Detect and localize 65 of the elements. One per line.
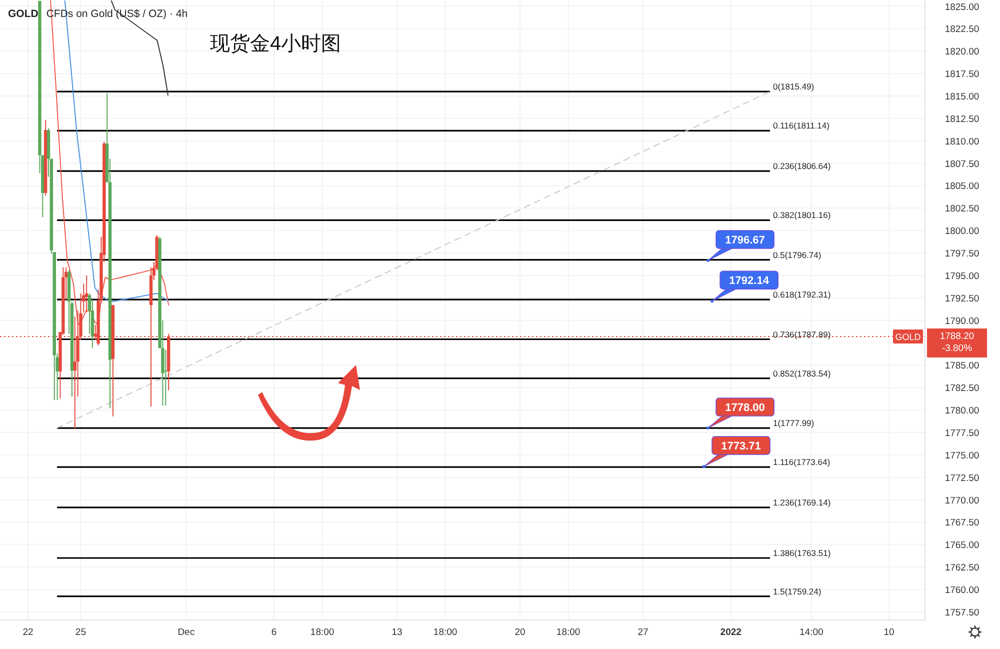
y-tick-label: 1765.00 xyxy=(944,540,980,552)
x-tick-label: 25 xyxy=(75,627,86,638)
y-tick-label: 1767.50 xyxy=(944,518,980,529)
y-tick-label: 1777.50 xyxy=(944,428,980,439)
y-tick-label: 1817.50 xyxy=(944,69,980,80)
y-tick-label: 1822.50 xyxy=(944,24,980,36)
ref-line-label: 0.236(1806.64) xyxy=(773,161,831,172)
x-tick-label: 18:00 xyxy=(556,627,580,638)
y-tick-label: 1782.50 xyxy=(944,383,980,394)
annotation: 1796.67 xyxy=(725,234,765,246)
text: -3.80% xyxy=(942,342,973,354)
y-tick-label: 1802.50 xyxy=(944,204,980,215)
ref-line-label: 1.386(1763.51) xyxy=(773,548,831,558)
x-tick-label: 22 xyxy=(22,627,34,638)
x-tick-label: 10 xyxy=(884,627,894,638)
x-tick-label: 13 xyxy=(392,627,402,638)
line-series xyxy=(110,0,168,96)
x-tick-label: 20 xyxy=(514,627,526,638)
y-tick-label: 1757.50 xyxy=(944,607,980,618)
annotation: 1792.14 xyxy=(729,275,770,288)
x-tick-label: 27 xyxy=(638,627,648,638)
text: GOLD xyxy=(8,8,38,20)
x-tick-label: 2022 xyxy=(720,627,742,638)
y-tick-label: 1825.00 xyxy=(944,2,980,13)
y-tick-label: 1760.00 xyxy=(944,584,980,596)
y-tick-label: 1780.00 xyxy=(944,406,980,417)
y-tick-label: 1772.50 xyxy=(944,472,980,484)
ref-line-label: 0.5(1796.74) xyxy=(773,250,822,260)
ref-line-label: 0.382(1801.16) xyxy=(773,210,831,220)
text: 1788.20 xyxy=(940,330,974,342)
ref-line-label: 0.852(1783.54) xyxy=(773,368,831,378)
annotation: 现货金4小时图 xyxy=(210,33,342,55)
annotation: 1778.00 xyxy=(725,402,765,414)
ref-line-label: 1.236(1769.14) xyxy=(773,497,831,508)
ref-line-label: 0.116(1811.14) xyxy=(773,120,830,131)
ref-line-label: 0.736(1787.89) xyxy=(773,329,831,340)
y-tick-label: 1815.00 xyxy=(944,92,980,103)
y-tick-label: 1805.00 xyxy=(944,181,980,192)
ref-line-label: 1(1777.99) xyxy=(773,418,814,428)
y-tick-label: 1790.00 xyxy=(944,316,980,327)
ref-line-label: 1.116(1773.64) xyxy=(773,457,830,468)
x-tick-label: 18:00 xyxy=(433,627,458,638)
y-tick-label: 1800.00 xyxy=(944,226,980,238)
ref-line-label: 0.618(1792.31) xyxy=(773,290,831,300)
y-tick-label: 1810.00 xyxy=(944,136,980,148)
y-tick-label: 1807.50 xyxy=(944,158,980,170)
y-tick-label: 1762.50 xyxy=(944,562,980,574)
ref-line-label: GOLD xyxy=(895,332,922,342)
ref-line-label: 0(1815.49) xyxy=(773,82,814,92)
ref-line-label: 1.5(1759.24) xyxy=(773,586,822,596)
y-tick-label: 1797.50 xyxy=(944,248,980,260)
x-tick-label: 14:00 xyxy=(800,627,824,638)
y-tick-label: 1795.00 xyxy=(944,270,980,282)
y-tick-label: 1820.00 xyxy=(944,46,980,58)
y-tick-label: 1775.00 xyxy=(944,450,980,462)
x-tick-label: 6 xyxy=(271,627,277,638)
y-tick-label: 1770.00 xyxy=(944,495,980,506)
y-tick-label: 1792.50 xyxy=(944,293,980,304)
annotation: 1773.71 xyxy=(721,440,761,452)
y-tick-label: 1785.00 xyxy=(944,360,980,372)
x-tick-label: Dec xyxy=(178,627,195,638)
candlestick xyxy=(84,274,88,313)
y-tick-label: 1812.50 xyxy=(944,114,980,125)
x-tick-label: 18:00 xyxy=(310,627,334,638)
candlestick xyxy=(164,349,168,406)
